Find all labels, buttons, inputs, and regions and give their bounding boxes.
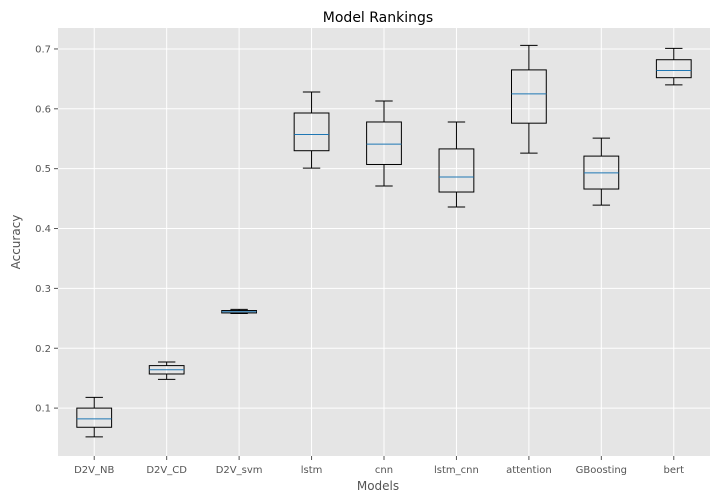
x-tick-label: lstm: [301, 465, 323, 476]
y-tick-label: 0.2: [35, 344, 51, 355]
grid-lines: [58, 28, 710, 456]
box-d2v-nb: [76, 396, 113, 438]
y-tick-label: 0.3: [35, 284, 51, 295]
x-tick-label: GBoosting: [576, 465, 627, 476]
box-d2v-cd: [148, 361, 185, 380]
x-tick-label: D2V_svm: [216, 465, 263, 476]
iqr-box: [438, 148, 475, 193]
y-tick-label: 0.4: [35, 224, 51, 235]
iqr-box: [511, 69, 547, 124]
box-bert: [655, 47, 692, 86]
x-tick-label: attention: [506, 465, 552, 476]
y-axis-ticks: 0.1 0.2 0.3 0.4 0.5 0.6 0.7: [35, 44, 58, 415]
iqr-box: [76, 407, 113, 428]
iqr-box: [366, 121, 402, 165]
box-d2v-svm: [221, 308, 257, 315]
box-attention: [511, 44, 547, 154]
y-tick-label: 0.6: [35, 104, 51, 115]
x-tick-label: bert: [664, 465, 685, 476]
iqr-box: [293, 112, 330, 152]
box-cnn: [366, 100, 402, 187]
box-lstm-cnn: [438, 121, 475, 208]
y-tick-label: 0.1: [35, 404, 51, 415]
iqr-box: [655, 59, 692, 79]
y-tick-label: 0.5: [35, 164, 51, 175]
x-tick-label: cnn: [375, 465, 393, 476]
box-series: [76, 44, 692, 438]
y-axis-label: Accuracy: [9, 215, 23, 270]
y-tick-label: 0.7: [35, 44, 51, 55]
x-axis-label: Models: [357, 479, 399, 493]
x-tick-label: D2V_CD: [146, 465, 187, 476]
box-lstm: [293, 91, 330, 169]
x-tick-label: D2V_NB: [74, 465, 114, 476]
x-tick-label: lstm_cnn: [434, 465, 479, 476]
chart-title: Model Rankings: [323, 10, 433, 26]
x-axis-ticks: D2V_NB D2V_CD D2V_svm lstm cnn lstm_cnn attent…: [74, 456, 684, 476]
box-gboosting: [583, 137, 620, 206]
